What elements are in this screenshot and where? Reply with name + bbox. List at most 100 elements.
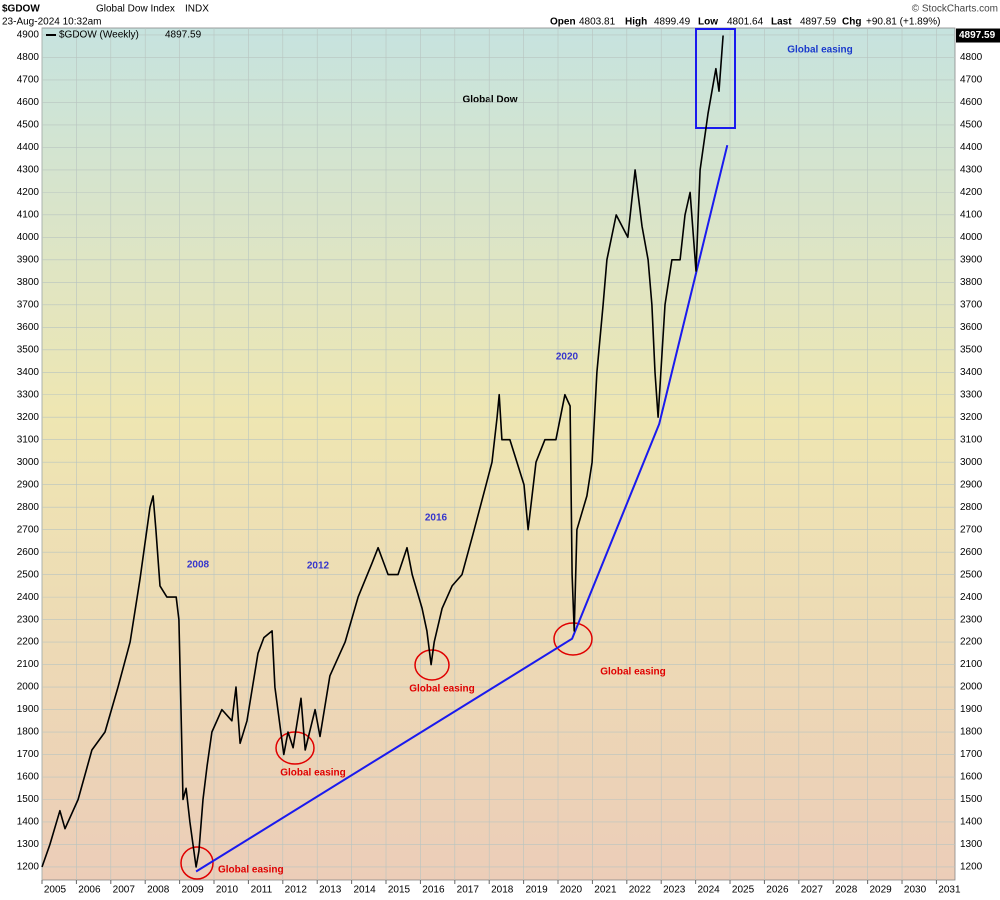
y-tick-label: 2900 <box>17 479 40 490</box>
y-tick-label-right: 2200 <box>960 637 983 648</box>
x-tick-label: 2012 <box>285 885 308 896</box>
y-tick-label: 4300 <box>17 165 40 176</box>
y-tick-label-right: 1700 <box>960 749 983 760</box>
change: +90.81 (+1.89%) <box>866 17 941 28</box>
y-tick-label-right: 3300 <box>960 389 983 400</box>
y-tick-label: 1200 <box>17 862 40 873</box>
quote-value: 4899.49 <box>654 17 691 28</box>
y-tick-label-right: 4800 <box>960 52 983 63</box>
y-tick-label: 1500 <box>17 794 40 805</box>
x-tick-label: 2024 <box>697 885 720 896</box>
y-tick-label: 1700 <box>17 749 40 760</box>
y-tick-label-right: 4300 <box>960 165 983 176</box>
x-tick-label: 2009 <box>181 885 204 896</box>
y-tick-label-right: 2100 <box>960 659 983 670</box>
y-tick-label: 3200 <box>17 412 40 423</box>
x-tick-label: 2022 <box>629 885 652 896</box>
y-tick-label: 2700 <box>17 524 40 535</box>
y-tick-label: 4700 <box>17 75 40 86</box>
credit: © StockCharts.com <box>912 4 998 15</box>
y-tick-label-right: 4400 <box>960 142 983 153</box>
y-tick-label-right: 2500 <box>960 569 983 580</box>
x-tick-label: 2023 <box>663 885 686 896</box>
y-tick-label: 3100 <box>17 434 40 445</box>
y-tick-label: 3300 <box>17 389 40 400</box>
y-tick-label-right: 4500 <box>960 120 983 131</box>
x-tick-label: 2026 <box>766 885 789 896</box>
timestamp: 23-Aug-2024 10:32am <box>2 17 102 28</box>
quote-label: Low <box>698 17 718 28</box>
annotation: 2020 <box>556 352 579 363</box>
y-tick-label: 4900 <box>17 30 40 41</box>
y-tick-label: 4100 <box>17 210 40 221</box>
y-tick-label-right: 2400 <box>960 592 983 603</box>
y-tick-label: 2800 <box>17 502 40 513</box>
y-tick-label: 4800 <box>17 52 40 63</box>
x-tick-label: 2015 <box>388 885 411 896</box>
x-tick-label: 2030 <box>904 885 927 896</box>
y-tick-label-right: 2900 <box>960 479 983 490</box>
y-tick-label-right: 4000 <box>960 232 983 243</box>
last-price-box <box>956 28 1000 43</box>
change-label: Chg <box>842 17 861 28</box>
y-tick-label: 4400 <box>17 142 40 153</box>
highlight-circle <box>553 622 593 656</box>
x-tick-label: 2017 <box>457 885 480 896</box>
quote-value: 4897.59 <box>800 17 837 28</box>
x-tick-label: 2018 <box>491 885 514 896</box>
y-tick-label: 1600 <box>17 772 40 783</box>
quote-value: 4803.81 <box>579 17 616 28</box>
y-tick-label-right: 2700 <box>960 524 983 535</box>
y-tick-label-right: 4700 <box>960 75 983 86</box>
y-tick-label-right: 2300 <box>960 614 983 625</box>
annotation: Global easing <box>787 45 853 56</box>
y-tick-label: 3400 <box>17 367 40 378</box>
x-tick-label: 2025 <box>732 885 755 896</box>
y-tick-label: 2400 <box>17 592 40 603</box>
x-tick-label: 2028 <box>835 885 858 896</box>
y-tick-label-right: 4100 <box>960 210 983 221</box>
highlight-circle <box>414 649 450 681</box>
legend-value: 4897.59 <box>165 30 202 41</box>
y-tick-label-right: 1200 <box>960 862 983 873</box>
y-tick-label: 3900 <box>17 254 40 265</box>
x-tick-label: 2027 <box>801 885 824 896</box>
symbol: $GDOW <box>2 4 40 15</box>
y-tick-label-right: 4200 <box>960 187 983 198</box>
y-tick-label-right: 1500 <box>960 794 983 805</box>
y-tick-label: 2300 <box>17 614 40 625</box>
y-tick-label: 2200 <box>17 637 40 648</box>
annotation: 2012 <box>307 561 330 572</box>
y-tick-label-right: 3100 <box>960 434 983 445</box>
y-tick-label-right: 1900 <box>960 704 983 715</box>
y-tick-label-right: 3700 <box>960 299 983 310</box>
last-price-label: 4897.59 <box>959 30 996 41</box>
annotation: Global easing <box>600 667 666 678</box>
x-tick-label: 2019 <box>525 885 548 896</box>
x-tick-label: 2031 <box>938 885 961 896</box>
y-tick-label-right: 2000 <box>960 682 983 693</box>
y-tick-label: 2500 <box>17 569 40 580</box>
annotation: 2016 <box>425 513 448 524</box>
quote-label: Open <box>550 17 576 28</box>
x-tick-label: 2013 <box>319 885 342 896</box>
y-tick-label: 4600 <box>17 97 40 108</box>
index-name: Global Dow Index <box>96 4 175 15</box>
trendline <box>195 144 729 873</box>
y-tick-label: 2600 <box>17 547 40 558</box>
y-tick-label-right: 1300 <box>960 839 983 850</box>
y-tick-label-right: 3600 <box>960 322 983 333</box>
y-tick-label: 3800 <box>17 277 40 288</box>
annotation: Global easing <box>409 684 475 695</box>
y-tick-label: 4000 <box>17 232 40 243</box>
annotation: Global easing <box>218 865 284 876</box>
x-tick-label: 2007 <box>113 885 136 896</box>
y-tick-label-right: 2600 <box>960 547 983 558</box>
y-tick-label-right: 3400 <box>960 367 983 378</box>
chart-title: Global Dow <box>463 95 518 106</box>
y-tick-label: 1300 <box>17 839 40 850</box>
y-tick-label: 2000 <box>17 682 40 693</box>
y-tick-label-right: 3000 <box>960 457 983 468</box>
highlight-box <box>695 28 736 129</box>
